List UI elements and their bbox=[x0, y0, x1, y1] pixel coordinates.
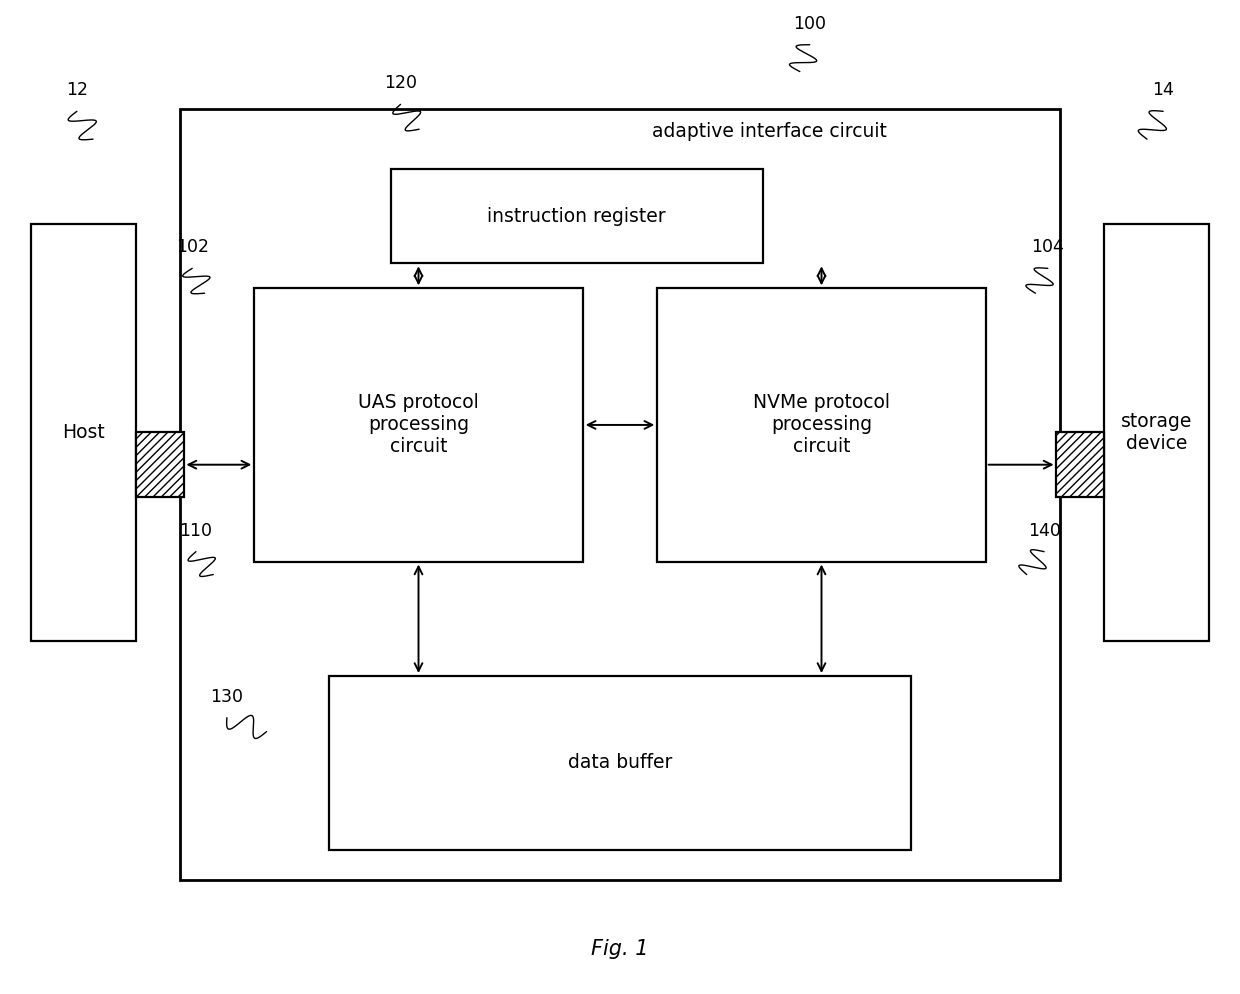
Text: 102: 102 bbox=[176, 239, 208, 256]
Text: storage
device: storage device bbox=[1121, 412, 1192, 453]
Text: 12: 12 bbox=[66, 82, 88, 99]
Bar bbox=[391, 169, 763, 263]
Text: 130: 130 bbox=[211, 688, 243, 706]
Text: data buffer: data buffer bbox=[568, 753, 672, 772]
Text: Host: Host bbox=[62, 422, 105, 442]
Text: 140: 140 bbox=[1028, 522, 1060, 540]
Bar bbox=[136, 432, 184, 497]
Bar bbox=[329, 676, 911, 850]
Text: UAS protocol
processing
circuit: UAS protocol processing circuit bbox=[358, 394, 479, 456]
Bar bbox=[657, 288, 986, 562]
Text: Fig. 1: Fig. 1 bbox=[591, 939, 649, 959]
Bar bbox=[1056, 432, 1104, 497]
Text: 100: 100 bbox=[794, 15, 826, 33]
Bar bbox=[31, 224, 136, 641]
Bar bbox=[254, 288, 583, 562]
Text: 104: 104 bbox=[1032, 239, 1064, 256]
Text: 110: 110 bbox=[180, 522, 212, 540]
Text: instruction register: instruction register bbox=[487, 207, 666, 226]
Text: 14: 14 bbox=[1152, 82, 1174, 99]
Bar bbox=[180, 109, 1060, 880]
Bar bbox=[1104, 224, 1209, 641]
Text: NVMe protocol
processing
circuit: NVMe protocol processing circuit bbox=[753, 394, 890, 456]
Text: adaptive interface circuit: adaptive interface circuit bbox=[652, 121, 887, 141]
Text: 120: 120 bbox=[384, 75, 417, 92]
